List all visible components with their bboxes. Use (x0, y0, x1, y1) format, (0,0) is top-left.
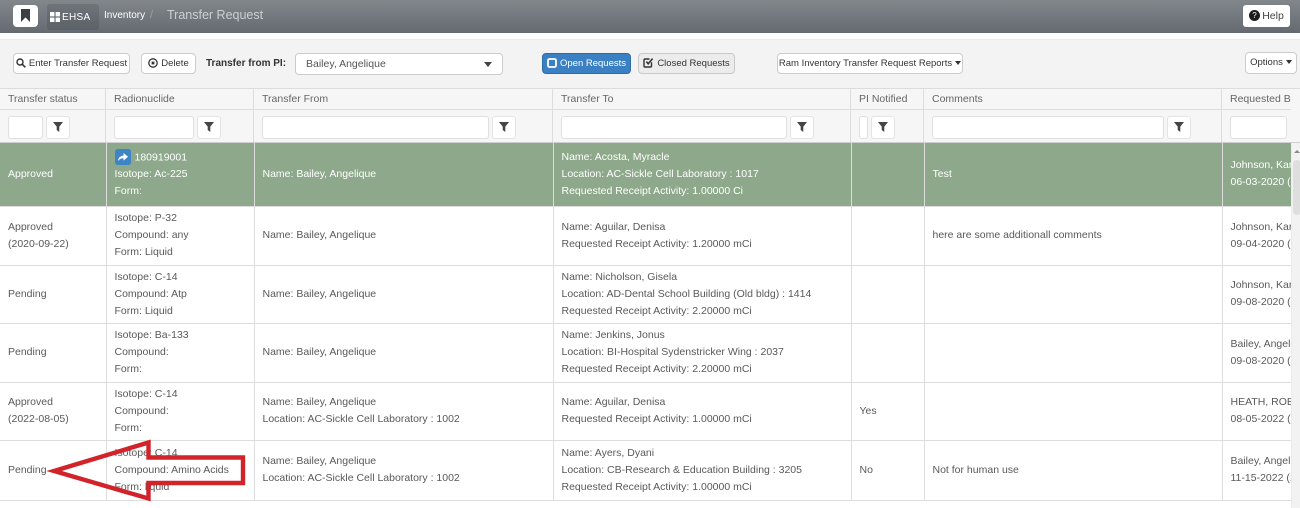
svg-text:?: ? (1252, 11, 1257, 20)
